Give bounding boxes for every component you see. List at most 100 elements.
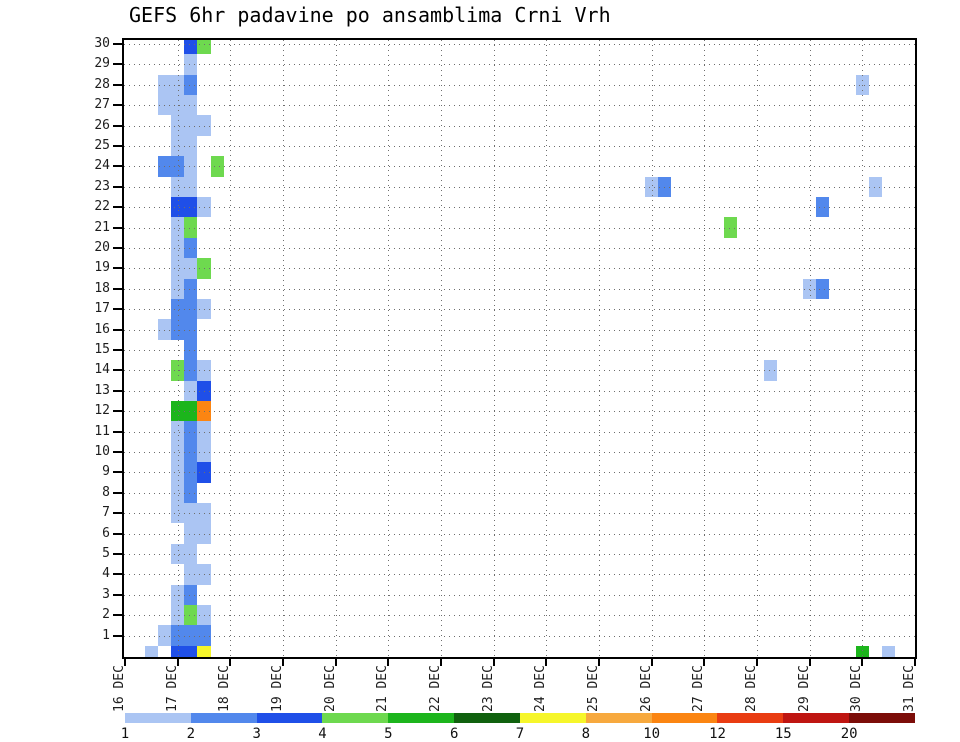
legend-segment (651, 713, 718, 723)
x-axis-tick (703, 658, 706, 666)
y-axis-label: 3 (102, 586, 110, 602)
y-axis-label: 16 (94, 321, 110, 337)
y-axis-label: 18 (94, 280, 110, 296)
legend-value-label: 6 (449, 726, 459, 742)
y-axis-label: 12 (94, 403, 110, 419)
y-axis-tick (113, 104, 122, 107)
chart-title: GEFS 6hr padavine po ansamblima Crni Vrh (129, 3, 611, 27)
y-axis-label: 17 (94, 301, 110, 317)
vertical-gridline (230, 40, 232, 657)
x-axis-tick (282, 658, 284, 666)
heatmap-cell (724, 217, 738, 238)
y-axis-tick (113, 369, 122, 372)
y-axis-tick (113, 451, 122, 453)
y-axis-tick (113, 389, 122, 392)
x-axis-tick (124, 658, 126, 666)
color-legend-bar (125, 713, 915, 723)
heatmap-cell (184, 360, 198, 381)
horizontal-gridline (124, 472, 915, 474)
legend-segment (125, 713, 191, 723)
x-axis-tick (914, 658, 916, 666)
y-axis-label: 11 (94, 423, 110, 439)
y-axis-label: 13 (94, 382, 110, 398)
x-axis-tick (440, 658, 442, 666)
heatmap-cell (184, 543, 198, 565)
legend-segment (190, 713, 257, 723)
y-axis-tick (113, 226, 122, 229)
heatmap-cell (197, 645, 211, 657)
vertical-gridline (757, 40, 758, 657)
plot-area (122, 38, 917, 659)
heatmap-cell (763, 360, 777, 381)
vertical-gridline (493, 40, 495, 657)
y-axis-label: 9 (102, 464, 110, 480)
heatmap-cell (197, 258, 211, 279)
legend-value-label: 10 (643, 726, 661, 742)
horizontal-gridline (124, 431, 915, 433)
y-axis-tick (113, 430, 122, 433)
heatmap-cell (184, 482, 198, 503)
x-axis-label: 16 DEC (112, 665, 127, 712)
heatmap-cell (816, 278, 830, 299)
heatmap-cell (184, 645, 198, 657)
heatmap-cell (184, 380, 198, 401)
y-axis-label: 23 (94, 178, 110, 194)
y-axis-tick (113, 124, 122, 127)
vertical-gridline (599, 40, 600, 657)
x-axis-label: 17 DEC (164, 665, 180, 712)
heatmap-cell (157, 319, 172, 340)
heatmap-cell (868, 176, 883, 197)
legend-value-label: 7 (515, 726, 525, 742)
y-axis-tick (113, 247, 122, 249)
horizontal-gridline (124, 452, 915, 453)
y-axis-label: 2 (102, 607, 110, 623)
horizontal-gridline (124, 64, 915, 66)
heatmap-cell (197, 380, 211, 401)
y-axis-tick (113, 553, 122, 555)
heatmap-cell (184, 278, 198, 299)
legend-segment (783, 713, 850, 723)
x-axis-tick (650, 658, 653, 666)
horizontal-gridline (124, 146, 915, 147)
horizontal-gridline (124, 533, 915, 535)
horizontal-gridline (124, 125, 915, 127)
vertical-gridline (809, 40, 811, 657)
x-axis-label: 24 DEC (533, 665, 549, 712)
heatmap-cell (197, 441, 211, 463)
y-axis-label: 6 (102, 525, 110, 541)
vertical-gridline (862, 40, 864, 657)
horizontal-gridline (124, 513, 915, 515)
heatmap-cell (184, 339, 198, 361)
y-axis-tick (113, 267, 122, 270)
horizontal-gridline (124, 594, 915, 596)
heatmap-cell (184, 441, 198, 463)
legend-segment (256, 713, 323, 723)
y-axis-label: 1 (102, 627, 110, 643)
vertical-gridline (704, 40, 706, 657)
horizontal-gridline (124, 329, 915, 331)
x-axis-tick (492, 658, 495, 666)
y-axis-label: 29 (94, 56, 110, 72)
y-axis-label: 5 (102, 546, 110, 561)
legend-value-label: 8 (581, 726, 591, 742)
horizontal-gridline (124, 268, 915, 270)
x-axis-tick (545, 658, 548, 666)
x-axis-tick (756, 658, 758, 666)
heatmap-cell (184, 156, 198, 177)
horizontal-gridline (124, 350, 915, 351)
legend-value-label: 12 (709, 726, 726, 742)
heatmap-cell (184, 625, 198, 646)
x-axis-tick (861, 658, 864, 666)
heatmap-cell (197, 360, 211, 381)
x-axis-label: 23 DEC (480, 665, 496, 712)
y-axis-tick (113, 614, 122, 617)
x-axis-tick (334, 658, 337, 666)
heatmap-cell (184, 74, 198, 95)
y-axis-tick (113, 532, 122, 535)
vertical-gridline (546, 40, 548, 657)
legend-segment (717, 713, 784, 723)
heatmap-cell (184, 115, 198, 136)
x-axis-label: 19 DEC (270, 665, 285, 712)
y-axis-label: 4 (102, 566, 110, 582)
heatmap-cell (197, 40, 211, 55)
